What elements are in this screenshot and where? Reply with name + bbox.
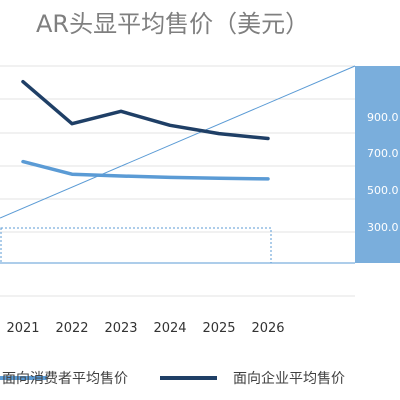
x-tick-label: 2025 (202, 321, 235, 336)
zoom-guides (0, 65, 356, 264)
zoom-region-box (0, 227, 272, 264)
zoom-axis-panel (355, 66, 400, 263)
zoom-axis-tick-label: 300.0 (367, 221, 399, 234)
data-point (169, 176, 171, 179)
zoom-guide-line (0, 65, 356, 219)
data-point (71, 122, 73, 125)
x-tick-label: 2023 (104, 321, 137, 336)
data-point (169, 124, 171, 127)
zoom-axis-ticks: 900.0 700.0 500.0 300.0 (367, 111, 399, 234)
series-line-1 (21, 159, 270, 181)
data-point (267, 137, 269, 140)
legend-label: 面向企业平均售价 (233, 370, 345, 387)
data-point (120, 110, 122, 113)
data-point (22, 160, 24, 163)
chart-title: AR头显平均售价（美元） (36, 10, 309, 38)
data-point (22, 80, 24, 83)
x-axis-ticks: 2021 2022 2023 2024 2025 2026 (6, 321, 284, 336)
data-point (120, 175, 122, 177)
data-point (71, 173, 73, 175)
gridlines (0, 65, 355, 297)
legend: 面向消费者平均售价 面向企业平均售价 (0, 370, 345, 387)
series-line-2 (21, 79, 270, 141)
data-point (218, 177, 220, 180)
x-tick-label: 2022 (55, 321, 88, 336)
x-tick-label: 2024 (153, 321, 186, 336)
zoom-axis-tick-label: 700.0 (367, 147, 399, 160)
zoom-axis-tick-label: 500.0 (367, 184, 399, 197)
series-layer (21, 79, 270, 181)
x-tick-label: 2026 (251, 321, 284, 336)
data-point (218, 132, 220, 135)
data-point (267, 178, 269, 180)
zoom-axis-tick-label: 900.0 (367, 111, 399, 124)
x-tick-label: 2021 (6, 321, 39, 336)
zoom-axis-background (355, 66, 400, 263)
legend-label: 面向消费者平均售价 (2, 371, 128, 387)
